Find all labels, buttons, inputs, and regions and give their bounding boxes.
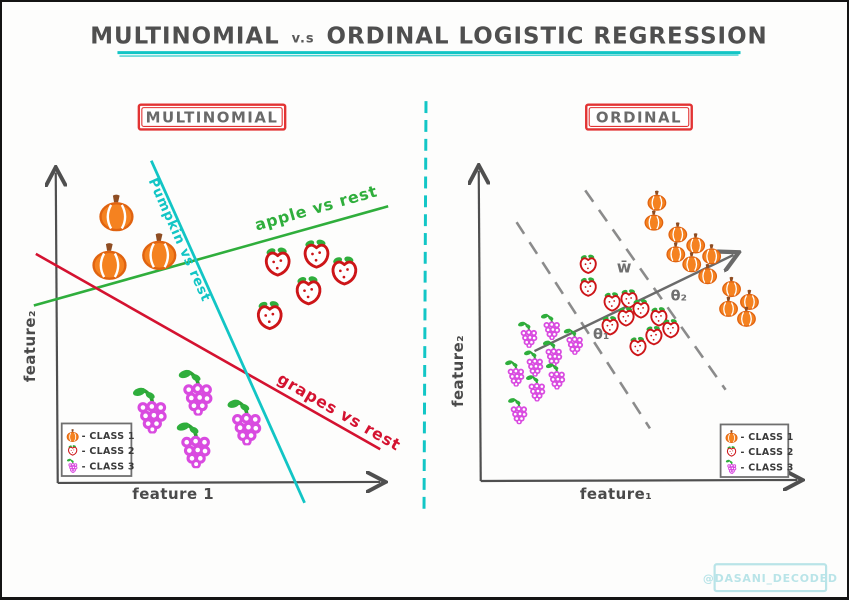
left-header-box-inner — [141, 107, 283, 127]
watermark: @DASANI_DECODED — [703, 563, 838, 593]
apple-marker — [302, 237, 330, 269]
left-legend: - CLASS 1 - CLASS 2 - CLASS 3 — [60, 422, 135, 477]
left-x-axis — [57, 482, 380, 483]
apple-vs-rest-line — [33, 205, 389, 307]
left-y-axis-label: feature₂ — [21, 310, 39, 382]
apple-marker — [628, 335, 647, 357]
apple-marker — [631, 297, 650, 319]
grape-marker — [176, 367, 215, 416]
left-header-box — [137, 103, 287, 131]
grape-marker — [541, 339, 564, 367]
title-underline-2 — [119, 54, 739, 57]
grape-marker — [524, 374, 547, 402]
pumpkin-marker — [647, 189, 667, 211]
grape-marker — [522, 349, 545, 377]
panel-divider — [422, 101, 428, 512]
theta2-label: θ₂ — [671, 289, 687, 305]
apple-marker — [294, 273, 322, 306]
grape-marker — [544, 362, 567, 390]
right-header-box-inner — [588, 107, 690, 127]
pumpkin-marker — [682, 251, 702, 273]
left-boundary-lines — [33, 160, 389, 504]
title-part1: MULTINOMIAL — [90, 24, 279, 50]
threshold-line-2 — [584, 189, 727, 391]
grapes-vs-rest-line — [35, 252, 381, 451]
pumpkin-marker — [719, 296, 738, 317]
page-title: MULTINOMIAL v.s ORDINAL LOGISTIC REGRESSIO… — [90, 24, 767, 50]
right-y-axis-label: feature₂ — [449, 335, 467, 407]
left-x-axis-label: feature 1 — [132, 485, 214, 503]
right-legend: - CLASS 1 - CLASS 2 - CLASS 3 — [719, 423, 794, 478]
legend-label-class1: - CLASS 1 — [82, 431, 135, 442]
left-grapes — [130, 367, 263, 469]
legend-item: - CLASS 1 — [725, 429, 794, 444]
apple-marker — [616, 305, 635, 327]
apple-marker — [579, 275, 597, 297]
legend-item: - CLASS 2 — [67, 444, 135, 457]
pumpkin-marker — [686, 232, 706, 254]
w-vector-label: w̄ — [617, 258, 632, 277]
pumpkin-vs-rest-line — [150, 160, 306, 504]
right-x-axis-label: feature₁ — [580, 485, 652, 503]
apple-marker — [264, 245, 291, 277]
right-header-box — [585, 103, 693, 131]
grape-marker — [506, 396, 529, 425]
pumpkin-marker — [740, 289, 759, 310]
pumpkin-marker — [698, 263, 718, 285]
apple-marker — [256, 298, 283, 331]
apple-marker — [644, 324, 663, 346]
grape-marker — [539, 312, 562, 340]
legend-label-class3: - CLASS 3 — [82, 462, 135, 473]
grape-marker — [503, 359, 526, 387]
grapes-line-label: grapes vs rest — [274, 369, 404, 455]
pumpkin-marker — [668, 221, 688, 243]
legend-item: - CLASS 3 — [725, 459, 794, 475]
pumpkin-marker — [99, 193, 134, 232]
pumpkin-line-label: Pumpkin vs rest — [145, 176, 213, 304]
right-pumpkins — [644, 189, 759, 327]
grape-marker — [224, 397, 263, 446]
legend-label-class2: - CLASS 2 — [741, 447, 794, 458]
grape-marker — [174, 420, 213, 469]
apple-marker — [661, 317, 680, 339]
pumpkin-marker — [722, 276, 741, 298]
watermark-handle: @DASANI_DECODED — [703, 572, 838, 585]
threshold-line-1 — [515, 221, 652, 430]
right-grapes — [503, 312, 585, 425]
legend-label-class3: - CLASS 3 — [741, 463, 794, 474]
grape-marker — [130, 385, 169, 434]
right-panel: ORDINAL feature₂ feature₁ w̄ θ₁ θ₂ - CLA… — [449, 103, 798, 503]
grape-marker — [516, 320, 539, 348]
title-part2: ORDINAL LOGISTIC REGRESSION — [327, 24, 768, 50]
apple-marker — [330, 253, 358, 286]
pumpkin-marker — [702, 243, 722, 265]
left-header-label: MULTINOMIAL — [146, 109, 279, 127]
legend-label-class1: - CLASS 1 — [741, 432, 794, 443]
theta1-label: θ₁ — [593, 327, 609, 343]
watermark-box — [713, 563, 828, 593]
apple-marker — [579, 252, 597, 274]
pumpkin-marker — [92, 241, 127, 280]
left-y-axis — [56, 173, 58, 483]
grape-marker — [562, 327, 585, 355]
right-header-label: ORDINAL — [596, 109, 682, 127]
legend-item: - CLASS 3 — [66, 458, 135, 474]
title-vs: v.s — [292, 32, 315, 47]
legend-label-class2: - CLASS 2 — [82, 446, 135, 457]
pumpkin-marker — [737, 305, 756, 327]
pumpkin-marker — [666, 241, 686, 263]
left-panel: MULTINOMIAL feature₂ feature 1 Pumpkin v… — [21, 103, 404, 504]
right-y-axis — [479, 171, 481, 481]
right-x-axis — [480, 480, 798, 481]
legend-item: - CLASS 2 — [726, 445, 794, 458]
pumpkin-marker — [644, 209, 664, 231]
left-apples — [256, 237, 358, 331]
apple-marker — [603, 290, 621, 312]
legend-item: - CLASS 1 — [66, 428, 135, 443]
right-threshold-lines — [515, 189, 727, 430]
